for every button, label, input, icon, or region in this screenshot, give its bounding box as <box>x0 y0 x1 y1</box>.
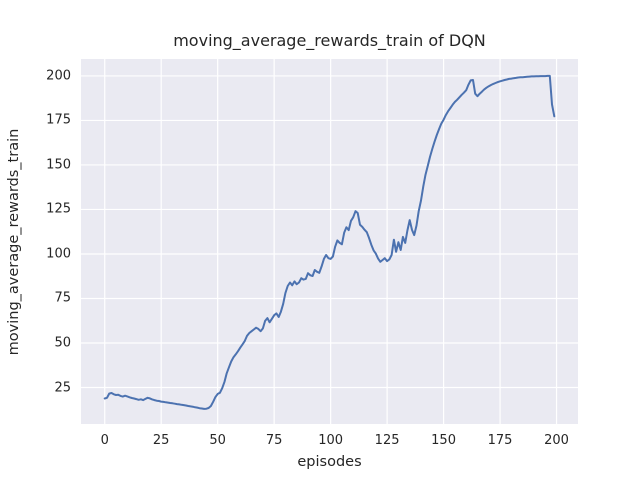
x-tick-label: 50 <box>209 433 226 448</box>
chart-title: moving_average_rewards_train of DQN <box>173 31 486 50</box>
x-tick-label: 175 <box>487 433 513 448</box>
y-tick-label: 25 <box>54 380 71 395</box>
plot-area <box>81 59 578 424</box>
y-tick-label: 75 <box>54 290 71 306</box>
y-tick-label: 100 <box>46 246 71 262</box>
y-tick-label: 200 <box>46 68 71 84</box>
y-tick-label: 175 <box>46 112 71 128</box>
x-tick-label: 125 <box>374 433 400 448</box>
x-tick-label: 100 <box>318 433 344 448</box>
x-axis-label: episodes <box>297 454 362 470</box>
x-tick-label: 150 <box>431 433 456 448</box>
y-tick-label: 150 <box>46 157 71 173</box>
y-tick-label: 50 <box>54 335 71 351</box>
x-tick-label: 200 <box>544 433 569 448</box>
y-axis-label: moving_average_rewards_train <box>6 128 22 356</box>
x-tick-label: 75 <box>265 433 283 448</box>
x-tick-label: 25 <box>152 433 170 448</box>
y-tick-label: 125 <box>46 201 71 217</box>
series-line <box>103 74 556 410</box>
x-tick-label: 0 <box>100 433 109 448</box>
